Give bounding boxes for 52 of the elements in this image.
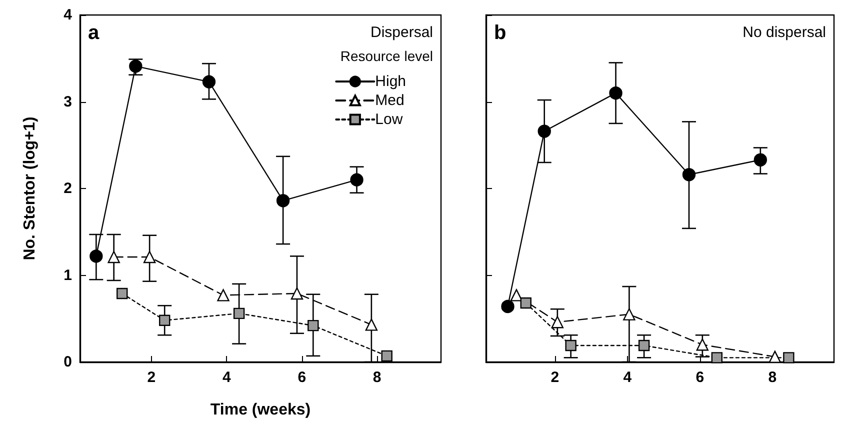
x-tick-label: 4 bbox=[623, 369, 632, 386]
point bbox=[143, 250, 156, 264]
annotation: a bbox=[88, 22, 100, 44]
x-tick-label: 6 bbox=[696, 369, 704, 386]
x-tick-label: 2 bbox=[550, 369, 560, 386]
point bbox=[108, 250, 120, 264]
point bbox=[609, 86, 622, 100]
point bbox=[365, 318, 378, 331]
y-tick-label: 1 bbox=[64, 266, 72, 284]
point bbox=[754, 153, 768, 166]
point bbox=[538, 124, 551, 138]
point bbox=[623, 308, 636, 320]
x-axis-title: Time (weeks) bbox=[210, 402, 311, 418]
point bbox=[233, 308, 245, 320]
legend-label: Low bbox=[375, 111, 403, 128]
point bbox=[638, 340, 650, 352]
point bbox=[783, 352, 794, 364]
point bbox=[308, 320, 319, 332]
legend-title: Resource level bbox=[340, 48, 434, 64]
point bbox=[129, 60, 142, 73]
point bbox=[768, 350, 782, 363]
point bbox=[90, 250, 103, 263]
annotation: b bbox=[494, 22, 506, 44]
point bbox=[276, 194, 290, 208]
annotation: Dispersal bbox=[370, 24, 434, 41]
point bbox=[202, 75, 216, 88]
y-tick-label: 2 bbox=[64, 180, 72, 197]
point bbox=[116, 288, 128, 300]
x-tick-label: 8 bbox=[768, 369, 777, 386]
point bbox=[350, 173, 364, 186]
point bbox=[217, 289, 230, 302]
point bbox=[682, 168, 696, 182]
y-axis-title: No. Stentor (log+1) bbox=[22, 116, 38, 260]
legend-label: High bbox=[375, 73, 406, 90]
point bbox=[520, 297, 532, 309]
annotation: No dispersal bbox=[742, 24, 826, 41]
x-tick-label: 4 bbox=[222, 369, 232, 386]
x-tick-label: 8 bbox=[372, 369, 382, 386]
y-tick-label: 0 bbox=[64, 354, 72, 370]
y-tick-label: 3 bbox=[64, 93, 72, 110]
point bbox=[381, 350, 392, 362]
point bbox=[711, 352, 723, 364]
point bbox=[696, 338, 709, 351]
x-tick-label: 6 bbox=[298, 369, 306, 386]
point bbox=[551, 316, 564, 328]
point bbox=[290, 287, 304, 300]
point bbox=[565, 340, 576, 352]
point bbox=[159, 314, 170, 326]
point bbox=[501, 300, 514, 314]
x-tick-label: 2 bbox=[147, 369, 156, 386]
legend-label: Med bbox=[375, 92, 404, 109]
y-tick-label: 4 bbox=[64, 6, 73, 24]
